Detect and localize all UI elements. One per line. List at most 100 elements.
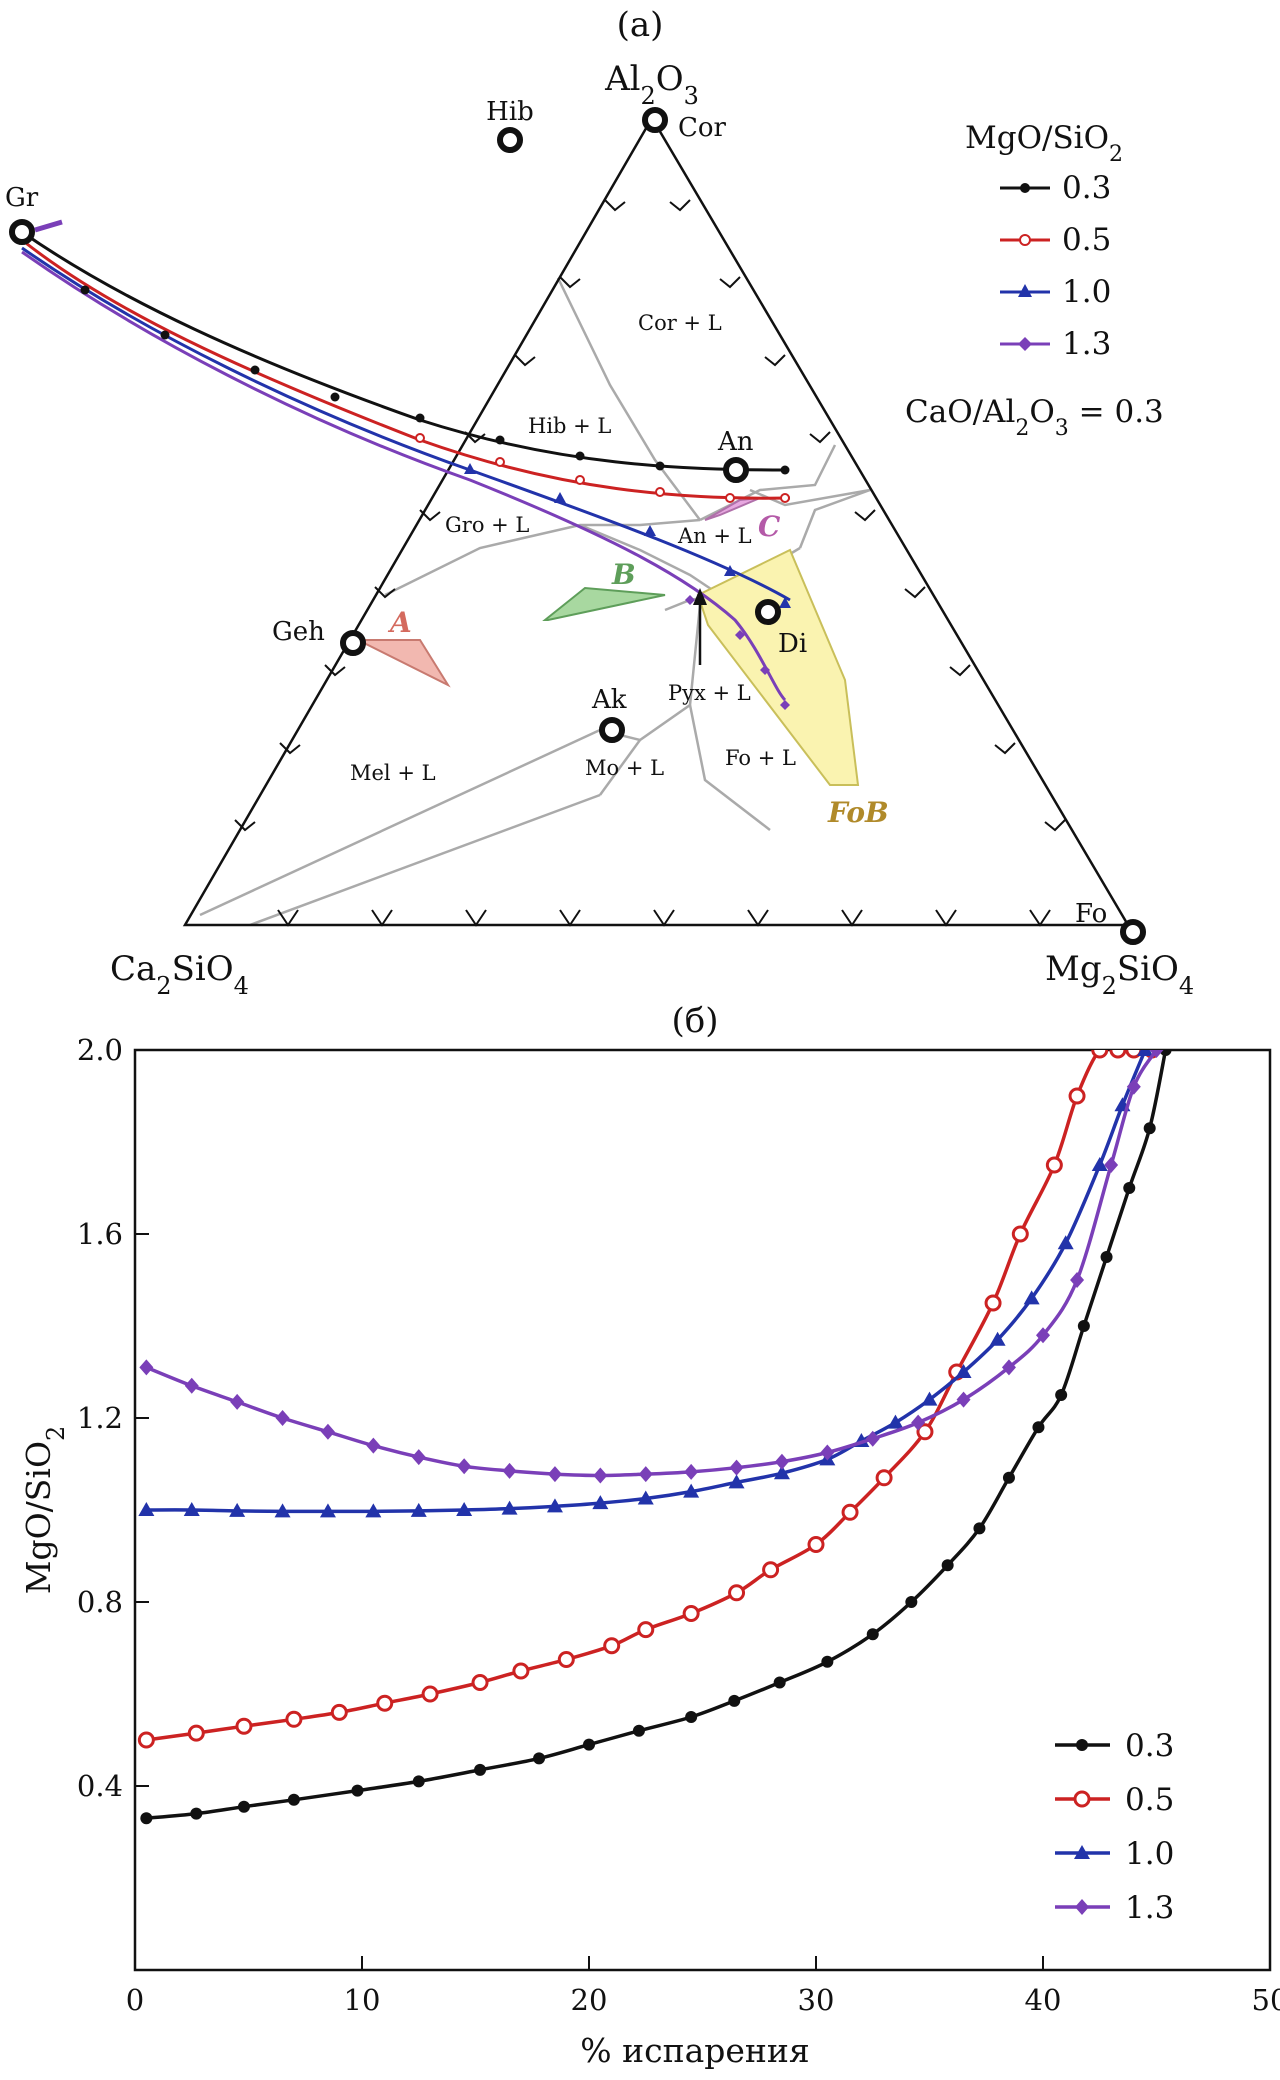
data-point	[274, 1503, 291, 1518]
data-point	[287, 1793, 300, 1806]
data-point	[1032, 1421, 1045, 1434]
chart-title: (б)	[672, 1001, 719, 1041]
data-point	[728, 1584, 746, 1602]
apex-right-label: Mg2SiO4	[1045, 949, 1194, 1000]
data-point	[821, 1655, 834, 1668]
series-line-0.3	[146, 1050, 1168, 1820]
data-point	[351, 1784, 364, 1797]
data-point	[682, 1605, 700, 1622]
y-axis-label: MgO/SiO2	[19, 1426, 70, 1595]
mineral-markers	[9, 107, 1146, 945]
data-point	[592, 1495, 609, 1510]
data-point	[637, 1490, 654, 1505]
series-0.5	[137, 1050, 1161, 1749]
data-point	[1109, 1050, 1127, 1059]
data-point	[533, 1752, 546, 1765]
data-point	[684, 1463, 699, 1480]
data-point	[773, 1465, 790, 1480]
label-geh: Geh	[272, 617, 325, 647]
marker-ak	[599, 717, 625, 743]
data-point	[685, 1711, 698, 1723]
phase-mel-l: Mel + L	[350, 761, 436, 785]
data-point	[137, 1731, 155, 1749]
line-chart-panel: (б) 0 10 20 30 40 50 0.4 0.8 1.2 1.6 2.0 % испаре…	[19, 1001, 1280, 2070]
data-point	[229, 1502, 246, 1517]
data-point	[875, 1469, 893, 1487]
y-tick-label: 1.6	[77, 1217, 123, 1251]
label-an: An	[717, 427, 754, 457]
data-point	[365, 1503, 382, 1518]
data-point	[1091, 1050, 1109, 1059]
legend-label-1.0: 1.0	[1125, 1836, 1174, 1872]
data-point	[729, 1459, 744, 1476]
ternary-triangle	[182, 115, 1131, 927]
data-point	[237, 1800, 250, 1813]
boundary-mel-mo	[199, 728, 601, 917]
boundary-mel-mo2	[249, 793, 601, 927]
data-point	[1123, 1182, 1136, 1194]
data-point	[866, 1628, 879, 1641]
data-point	[1055, 1389, 1068, 1401]
data-point	[984, 1294, 1002, 1312]
data-point	[593, 1467, 608, 1484]
data-point	[457, 1458, 472, 1475]
data-point	[1068, 1087, 1086, 1105]
data-point	[1077, 1320, 1090, 1332]
data-point	[1023, 1290, 1040, 1305]
legend-marker	[1074, 1845, 1090, 1859]
boundary-cor-hib	[556, 277, 701, 521]
data-point	[140, 1812, 153, 1825]
data-point	[366, 1437, 381, 1454]
data-point	[557, 1651, 575, 1668]
marker-geh	[340, 630, 366, 656]
boundary-mo-fo	[688, 704, 771, 831]
data-point	[1011, 1225, 1029, 1243]
label-ak: Ak	[591, 685, 627, 715]
data-point	[921, 1391, 938, 1406]
x-axis: 0 10 20 30 40 50	[126, 1956, 1280, 2017]
data-point	[887, 1414, 904, 1429]
apex-top-label: Al2O3	[604, 59, 699, 110]
data-point	[820, 1444, 835, 1461]
x-tick-label: 20	[571, 1983, 608, 2017]
data-point	[376, 1694, 394, 1712]
region-a-label: A	[387, 606, 412, 639]
phase-gro-l: Gro + L	[445, 513, 529, 537]
y-tick-label: 0.4	[77, 1769, 123, 1803]
data-point	[320, 1423, 335, 1440]
data-point	[632, 1724, 645, 1737]
data-point	[841, 1503, 859, 1521]
legend-marker	[1073, 1790, 1091, 1808]
data-point	[1001, 1359, 1016, 1376]
data-point	[1149, 1050, 1164, 1058]
marker-an	[723, 457, 749, 483]
region-fob-polygon	[696, 548, 860, 786]
legend-item-0.5: 0.5	[1062, 222, 1111, 258]
x-tick-label: 50	[1252, 1983, 1280, 2017]
series-0.3	[140, 1050, 1172, 1825]
data-point	[941, 1559, 954, 1572]
data-point	[683, 1483, 700, 1498]
phase-mo-l: Mo + L	[585, 756, 664, 780]
phase-fo-l: Fo + L	[725, 746, 796, 770]
phase-pyx-l: Pyx + L	[668, 681, 751, 705]
y-tick-label: 1.2	[77, 1401, 123, 1435]
region-b-label: B	[611, 558, 636, 591]
legend-marker	[1076, 1739, 1088, 1751]
data-point	[138, 1502, 155, 1516]
legend-label-0.5: 0.5	[1125, 1782, 1174, 1818]
data-point	[285, 1710, 303, 1728]
data-point	[1104, 1157, 1119, 1173]
data-point	[1070, 1272, 1085, 1288]
legend-label-1.3: 1.3	[1125, 1890, 1174, 1926]
data-point	[412, 1775, 425, 1788]
data-point	[865, 1430, 880, 1447]
data-point	[275, 1410, 290, 1426]
data-point	[1091, 1157, 1108, 1171]
data-point	[807, 1536, 825, 1553]
boundary-an-top	[749, 488, 871, 507]
data-point	[474, 1763, 487, 1776]
legend-item-1.3: 1.3	[1062, 326, 1111, 362]
data-point	[603, 1637, 621, 1655]
